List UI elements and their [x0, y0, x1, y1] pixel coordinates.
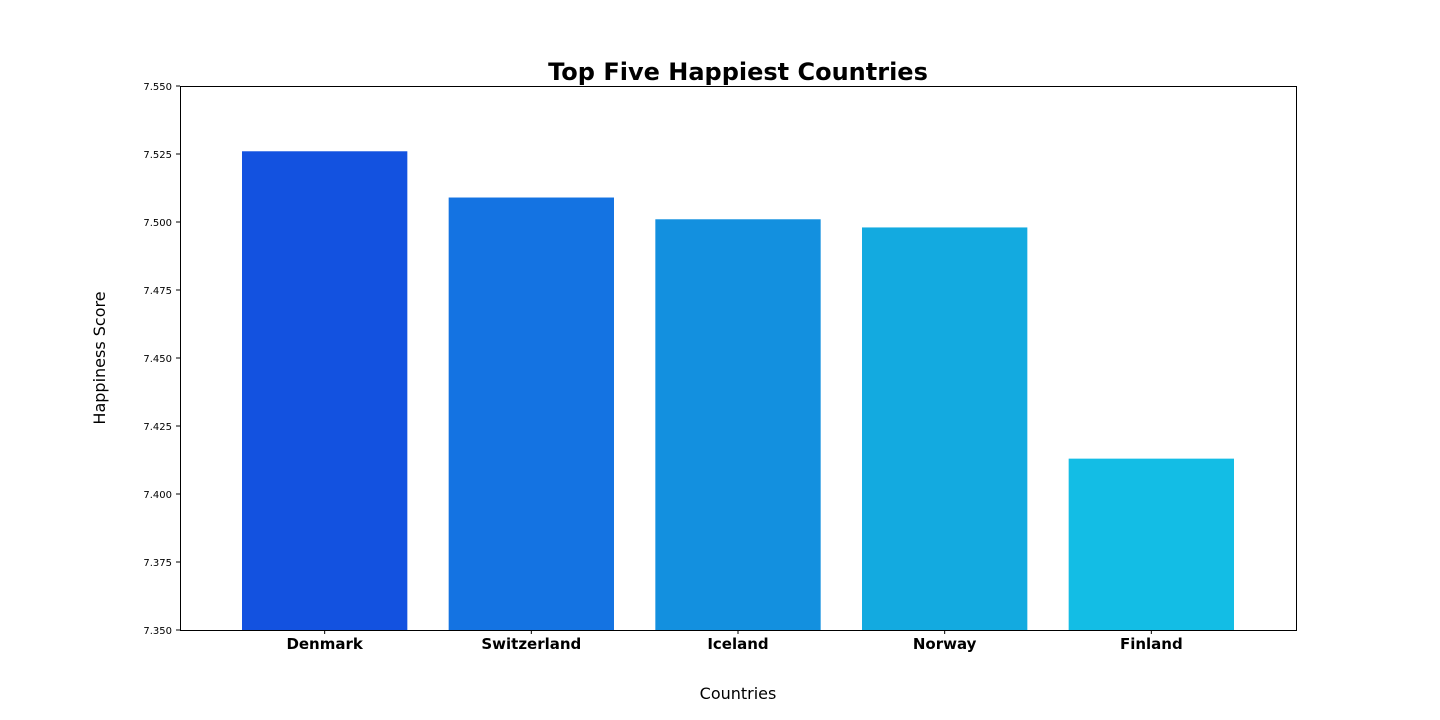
x-tick-label: Finland — [1120, 635, 1183, 653]
y-tick-label: 7.375 — [143, 558, 172, 569]
x-tick-label: Iceland — [707, 635, 768, 653]
bar-norway — [862, 227, 1028, 630]
y-axis-label: Happiness Score — [90, 291, 109, 424]
y-tick-label: 7.525 — [143, 150, 172, 161]
y-tick-label: 7.550 — [143, 82, 172, 93]
y-axis: 7.350 7.375 7.400 7.425 7.450 7.475 7.500 7.525… — [143, 82, 180, 637]
plot-frame — [180, 86, 1297, 631]
bar-denmark — [242, 151, 408, 630]
y-tick-label: 7.400 — [143, 490, 172, 501]
bar-switzerland — [448, 197, 614, 630]
x-tick-label: Denmark — [286, 635, 363, 653]
y-tick-label: 7.500 — [143, 218, 172, 229]
y-tick-label: 7.450 — [143, 354, 172, 365]
y-tick-label: 7.350 — [143, 626, 172, 637]
chart-title: Top Five Happiest Countries — [548, 58, 928, 86]
y-tick-label: 7.475 — [143, 286, 172, 297]
x-tick-label: Switzerland — [481, 635, 581, 653]
x-tick-label: Norway — [913, 635, 977, 653]
bar-iceland — [655, 219, 821, 630]
x-axis-label: Countries — [700, 684, 777, 703]
y-tick-label: 7.425 — [143, 422, 172, 433]
bar-finland — [1068, 458, 1234, 630]
bars-group — [242, 151, 1234, 630]
x-axis: Denmark Switzerland Iceland Norway Finland — [286, 630, 1183, 653]
